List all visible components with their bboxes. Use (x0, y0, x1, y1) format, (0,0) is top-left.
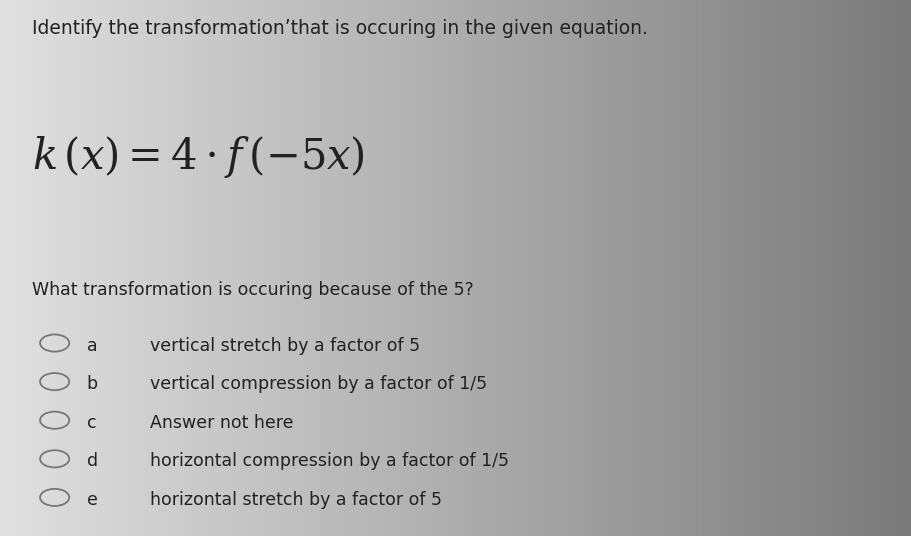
Text: d: d (87, 452, 97, 471)
Text: c: c (87, 414, 97, 432)
Text: horizontal stretch by a factor of 5: horizontal stretch by a factor of 5 (150, 491, 443, 509)
Text: horizontal compression by a factor of 1/5: horizontal compression by a factor of 1/… (150, 452, 509, 471)
Text: a: a (87, 337, 97, 355)
Text: Identify the transformationʼthat is occuring in the given equation.: Identify the transformationʼthat is occu… (32, 19, 648, 38)
Text: vertical stretch by a factor of 5: vertical stretch by a factor of 5 (150, 337, 421, 355)
Text: b: b (87, 375, 97, 393)
Text: $k\,(x) = 4 \cdot f\,(-5x)$: $k\,(x) = 4 \cdot f\,(-5x)$ (32, 134, 365, 180)
Text: vertical compression by a factor of 1/5: vertical compression by a factor of 1/5 (150, 375, 487, 393)
Text: What transformation is occuring because of the 5?: What transformation is occuring because … (32, 281, 474, 300)
Text: e: e (87, 491, 97, 509)
Text: Answer not here: Answer not here (150, 414, 294, 432)
